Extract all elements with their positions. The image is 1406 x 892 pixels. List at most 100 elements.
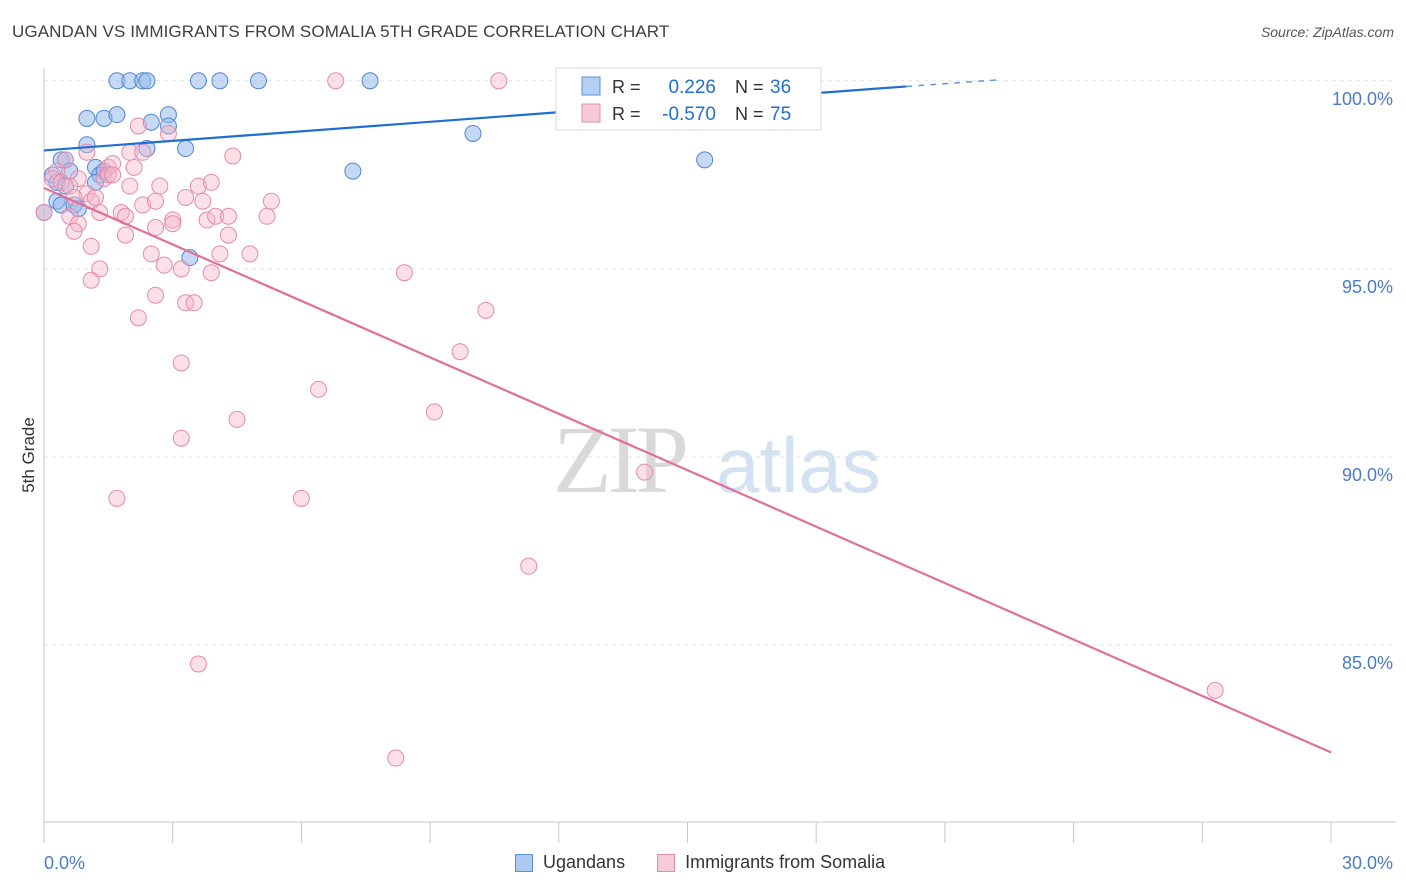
point-ugandans [78,109,96,127]
point-somalia [108,489,126,507]
stats-r-label: R = [612,77,641,97]
point-somalia [477,301,495,319]
x-tick-label-min: 0.0% [44,853,85,873]
y-tick-label: 90.0% [1342,465,1393,485]
point-somalia [211,245,229,263]
watermark-atlas: atlas [716,421,881,509]
point-somalia [164,215,182,233]
point-ugandans [108,106,126,124]
y-tick-label: 100.0% [1332,89,1393,109]
legend-label-somalia: Immigrants from Somalia [685,852,886,872]
point-ugandans [177,140,195,158]
chart-title: UGANDAN VS IMMIGRANTS FROM SOMALIA 5TH G… [12,22,670,41]
legend-item-somalia[interactable]: Immigrants from Somalia [657,852,885,873]
point-somalia [147,192,165,210]
point-somalia [82,237,100,255]
point-somalia [189,655,207,673]
point-somalia [52,173,70,191]
point-ugandans [344,162,362,180]
point-somalia [61,177,79,195]
point-somalia [172,354,190,372]
point-somalia [159,124,177,142]
point-somalia [91,260,109,278]
x-tick-label-max: 30.0% [1342,853,1393,873]
point-somalia [117,226,135,244]
point-somalia [177,188,195,206]
point-somalia [104,166,122,184]
point-somalia [86,188,104,206]
point-somalia [520,557,538,575]
point-somalia [99,166,117,184]
point-somalia [142,245,160,263]
point-somalia [35,203,53,221]
point-somalia [185,294,203,312]
point-somalia [44,170,62,188]
source-label: Source: ZipAtlas.com [1260,24,1394,40]
point-ugandans [138,72,156,90]
point-somalia [228,410,246,428]
point-somalia [177,294,195,312]
point-somalia [490,72,508,90]
legend-label-ugandans: Ugandans [543,852,626,872]
point-ugandans [211,72,229,90]
point-ugandans [142,113,160,131]
point-somalia [202,264,220,282]
point-somalia [451,343,469,361]
point-somalia [56,151,74,169]
stats-n-value: 75 [770,104,791,125]
point-ugandans [189,72,207,90]
point-somalia [292,489,310,507]
point-somalia [82,271,100,289]
point-somalia [155,256,173,274]
point-somalia [425,403,443,421]
point-somalia [129,117,147,135]
stats-n-value: 36 [770,77,791,98]
y-tick-label: 85.0% [1342,653,1393,673]
point-somalia [258,207,276,225]
watermark-zip: ZIP [553,406,686,513]
stats-r-label: R = [612,104,641,124]
y-tick-label: 95.0% [1342,277,1393,297]
point-somalia [65,222,83,240]
stats-r-value: -0.570 [662,104,716,125]
legend-swatch-blue [515,853,533,872]
point-ugandans [464,124,482,142]
point-somalia [202,173,220,191]
point-somalia [1206,681,1224,699]
point-somalia [172,260,190,278]
point-somalia [129,309,147,327]
stats-r-value: 0.226 [668,77,716,98]
point-somalia [219,226,237,244]
point-ugandans [696,151,714,169]
trendline-somalia [43,187,1332,754]
stats-legend-swatch [581,103,601,123]
point-somalia [151,177,169,195]
legend-item-ugandans[interactable]: Ugandans [515,852,625,873]
stats-n-label: N = [735,77,764,97]
point-somalia [219,207,237,225]
point-ugandans [250,72,267,90]
point-ugandans [361,72,379,90]
point-somalia [134,143,152,161]
trendline-ugandans-extension [906,78,1001,88]
bottom-legend: Ugandans Immigrants from Somalia [515,852,885,873]
point-somalia [310,380,328,398]
point-somalia [395,264,413,282]
point-somalia [121,177,139,195]
point-somalia [241,245,259,263]
point-somalia [164,211,182,229]
point-somalia [636,463,654,481]
point-somalia [125,158,143,176]
legend-swatch-pink [657,853,676,872]
point-somalia [262,192,280,210]
point-ugandans [86,173,104,191]
y-axis-title: 5th Grade [19,417,38,493]
point-somalia [134,196,152,214]
point-somalia [147,219,165,237]
point-somalia [207,207,225,225]
point-somalia [147,286,165,304]
point-somalia [327,72,345,90]
point-somalia [224,147,242,165]
point-somalia [198,211,216,229]
